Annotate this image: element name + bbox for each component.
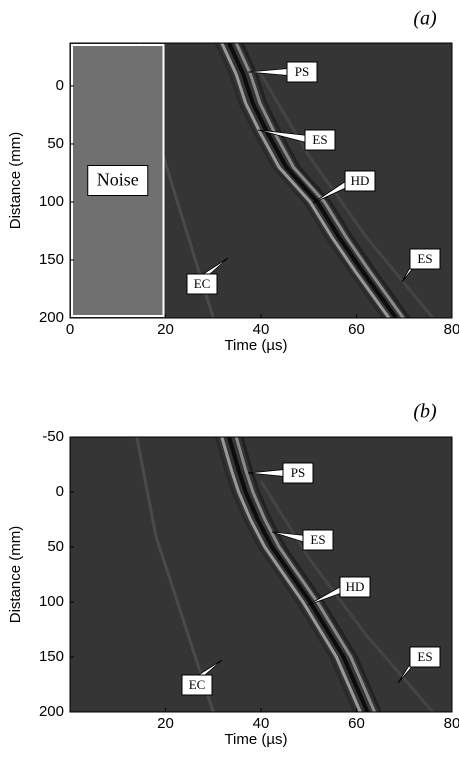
- wave-band: [220, 43, 391, 318]
- faint-wave: [135, 437, 215, 712]
- y-tick-label: 100: [39, 193, 64, 210]
- y-tick-label: 100: [39, 593, 64, 610]
- y-tick-label: 0: [56, 483, 64, 500]
- annotation-label: ES: [312, 132, 327, 147]
- annotation-box: [282, 462, 314, 484]
- annotation-box: [339, 576, 371, 598]
- faint-wave: [259, 480, 435, 712]
- annotation-label: HD: [351, 173, 370, 188]
- wave-band: [220, 437, 362, 712]
- y-axis-label: Distance (mm): [7, 526, 24, 624]
- wave-band: [227, 437, 370, 712]
- annotation-box: [181, 674, 213, 696]
- panel: PS ES HD ES EC 20 40 60 80 -50 0 50 100 150 200 Time (µ…: [7, 401, 459, 748]
- annotation-label: HD: [346, 579, 365, 594]
- y-tick-label: 50: [47, 538, 64, 555]
- faint-wave: [259, 73, 435, 318]
- x-tick-label: 20: [157, 321, 174, 338]
- annotation-label: EC: [194, 276, 211, 291]
- y-tick-label: 200: [39, 309, 64, 326]
- x-tick-label: 40: [253, 321, 270, 338]
- y-tick-label: -50: [42, 428, 64, 445]
- x-tick-label: 60: [348, 321, 365, 338]
- wave-band: [234, 437, 376, 712]
- panel-label: (a): [413, 8, 437, 30]
- annotation-label: ES: [417, 649, 432, 664]
- x-tick-label: 0: [66, 321, 74, 338]
- y-tick-label: 50: [47, 135, 64, 152]
- annotation-label: PS: [295, 64, 309, 79]
- annotation-box: [344, 170, 376, 192]
- panel-label: (b): [413, 401, 437, 423]
- image-background: [70, 437, 452, 712]
- y-tick-label: 200: [39, 703, 64, 720]
- annotation-box: [302, 529, 334, 551]
- wave-band: [214, 43, 385, 318]
- wave-band: [234, 43, 405, 318]
- y-tick-label: 150: [39, 648, 64, 665]
- x-tick-label: 20: [157, 715, 174, 732]
- annotation-box: [409, 646, 441, 668]
- wave-band: [240, 437, 382, 712]
- annotation-label: ES: [417, 251, 432, 266]
- annotation-box: [409, 248, 441, 270]
- wave-band: [227, 43, 398, 318]
- annotation-box: [304, 129, 336, 151]
- annotation-label: ES: [310, 532, 325, 547]
- y-tick-label: 150: [39, 251, 64, 268]
- x-tick-label: 80: [444, 715, 459, 732]
- noise-label-box: [87, 165, 149, 196]
- x-tick-label: 60: [348, 715, 365, 732]
- x-axis-label: Time (µs): [224, 731, 287, 748]
- noise-label: Noise: [97, 170, 139, 190]
- annotation-label: EC: [189, 677, 206, 692]
- wave-band: [240, 43, 411, 318]
- x-tick-label: 80: [444, 321, 459, 338]
- annotation-box: [286, 61, 318, 83]
- wave-band: [214, 437, 356, 712]
- x-tick-label: 40: [253, 715, 270, 732]
- image-content: [135, 437, 435, 712]
- y-tick-label: 0: [56, 77, 64, 94]
- y-axis-label: Distance (mm): [7, 132, 24, 230]
- panel: Noise PS ES HD ES EC 0 20 40 60 80 0 50 100 150 200 Time…: [7, 8, 459, 354]
- annotation-label: PS: [291, 465, 305, 480]
- x-axis-label: Time (µs): [224, 337, 287, 354]
- annotation-box: [186, 273, 218, 295]
